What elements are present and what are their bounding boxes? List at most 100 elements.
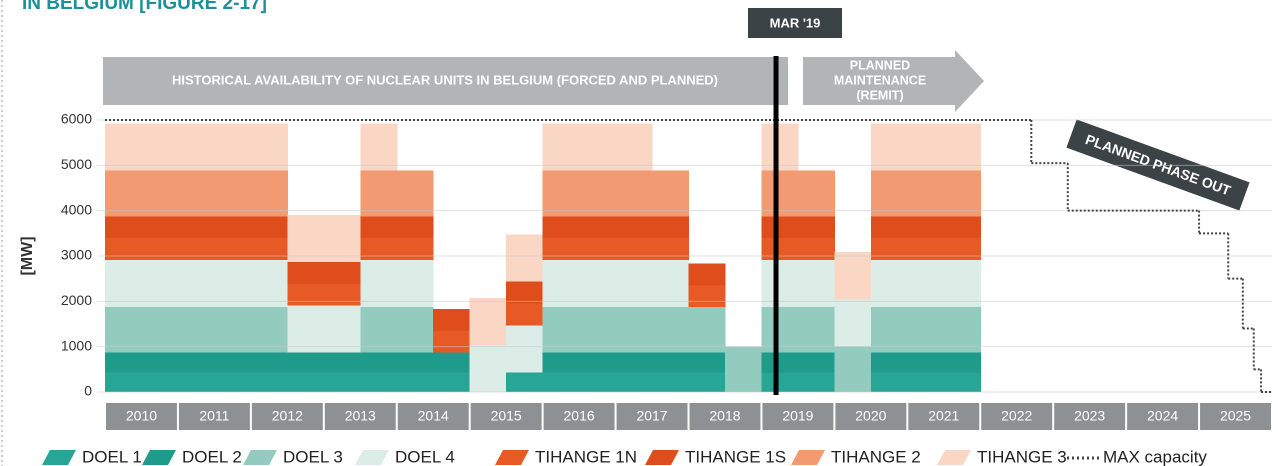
area-segment: [834, 299, 872, 347]
area-segment: [360, 372, 398, 392]
area-segment: [907, 123, 945, 171]
area-segment: [579, 260, 617, 308]
area-segment: [797, 238, 835, 261]
area-segment: [141, 123, 179, 171]
area-segment: [797, 372, 835, 392]
area-segment: [323, 262, 361, 284]
area-segment: [943, 352, 981, 373]
legend-label: TIHANGE 1N: [535, 447, 637, 466]
area-segment: [652, 352, 689, 373]
area-segment: [469, 297, 507, 345]
x-tick-label: 2021: [928, 408, 959, 424]
area-segment: [287, 262, 325, 284]
area-segment: [615, 352, 653, 373]
area-segment: [907, 352, 945, 373]
y-tick-label: 4000: [61, 201, 92, 217]
area-segment: [433, 330, 471, 353]
x-category-box: [543, 403, 615, 430]
area-segment: [797, 352, 835, 373]
area-segment: [615, 216, 653, 239]
area-segment: [141, 260, 179, 308]
area-segment: [360, 216, 398, 239]
area-segment: [797, 170, 835, 217]
area-segment: [214, 170, 252, 217]
area-segment: [214, 372, 252, 392]
area-segment: [214, 238, 252, 261]
y-tick-label: 1000: [61, 337, 92, 353]
area-segment: [542, 307, 580, 353]
area-segment: [579, 123, 617, 171]
area-segment: [652, 238, 689, 261]
x-tick-label: 2025: [1220, 408, 1251, 424]
area-segment: [105, 307, 142, 353]
area-segment: [907, 170, 945, 217]
area-segment: [761, 123, 799, 171]
area-segment: [542, 372, 580, 392]
planned-banner: [803, 50, 984, 112]
x-category-box: [762, 403, 834, 430]
area-segment: [287, 352, 325, 373]
area-segment: [214, 260, 252, 308]
x-tick-label: 2011: [199, 408, 229, 424]
area-segment: [105, 372, 142, 392]
area-segment: [943, 307, 981, 353]
area-segment: [834, 252, 872, 300]
area-segment: [360, 170, 398, 217]
area-segment: [761, 216, 799, 239]
y-tick-label: 2000: [61, 292, 92, 308]
area-segment: [105, 238, 142, 261]
area-segment: [870, 238, 908, 261]
x-tick-label: 2010: [126, 408, 157, 424]
x-category-box: [251, 403, 323, 430]
area-segment: [761, 260, 799, 308]
legend-swatch: [645, 450, 679, 465]
area-segment: [323, 283, 361, 306]
area-segment: [250, 238, 288, 261]
plot-area: [105, 123, 981, 392]
area-segment: [105, 352, 142, 373]
area-segment: [943, 216, 981, 239]
x-category-box: [470, 403, 542, 430]
area-segment: [506, 234, 544, 282]
area-segment: [287, 372, 325, 392]
marker-label: MAR '19: [770, 15, 821, 30]
area-segment: [579, 307, 617, 353]
area-segment: [615, 260, 653, 308]
area-segment: [579, 352, 617, 373]
area-segment: [652, 170, 689, 217]
area-segment: [396, 352, 434, 373]
area-segment: [105, 123, 142, 171]
x-tick-label: 2015: [491, 408, 522, 424]
area-segment: [250, 216, 288, 239]
x-category-box: [178, 403, 250, 430]
area-segment: [797, 307, 835, 353]
area-segment: [323, 305, 361, 353]
area-segment: [141, 238, 179, 261]
area-segment: [724, 346, 762, 392]
area-segment: [177, 123, 215, 171]
area-segment: [870, 123, 908, 171]
area-segment: [542, 352, 580, 373]
area-segment: [797, 216, 835, 239]
legend-label: TIHANGE 1S: [685, 447, 786, 466]
area-segment: [943, 372, 981, 392]
area-segment: [433, 309, 471, 331]
area-segment: [579, 170, 617, 217]
area-segment: [870, 260, 908, 308]
legend-swatch: [142, 450, 176, 465]
x-tick-label: 2017: [636, 408, 667, 424]
x-tick-label: 2018: [709, 408, 740, 424]
area-segment: [323, 214, 361, 263]
area-segment: [141, 170, 179, 217]
area-segment: [943, 238, 981, 261]
chart-title: IN BELGIUM [FIGURE 2-17]: [22, 0, 267, 14]
area-segment: [141, 216, 179, 239]
area-segment: [177, 307, 215, 353]
planned-banner-text: MAINTENANCE: [834, 73, 926, 87]
planned-banner-text: PLANNED: [850, 58, 910, 72]
area-segment: [250, 170, 288, 217]
x-tick-label: 2024: [1147, 408, 1178, 424]
area-segment: [250, 307, 288, 353]
phase-out-label: PLANNED PHASE OUT: [1083, 131, 1233, 199]
